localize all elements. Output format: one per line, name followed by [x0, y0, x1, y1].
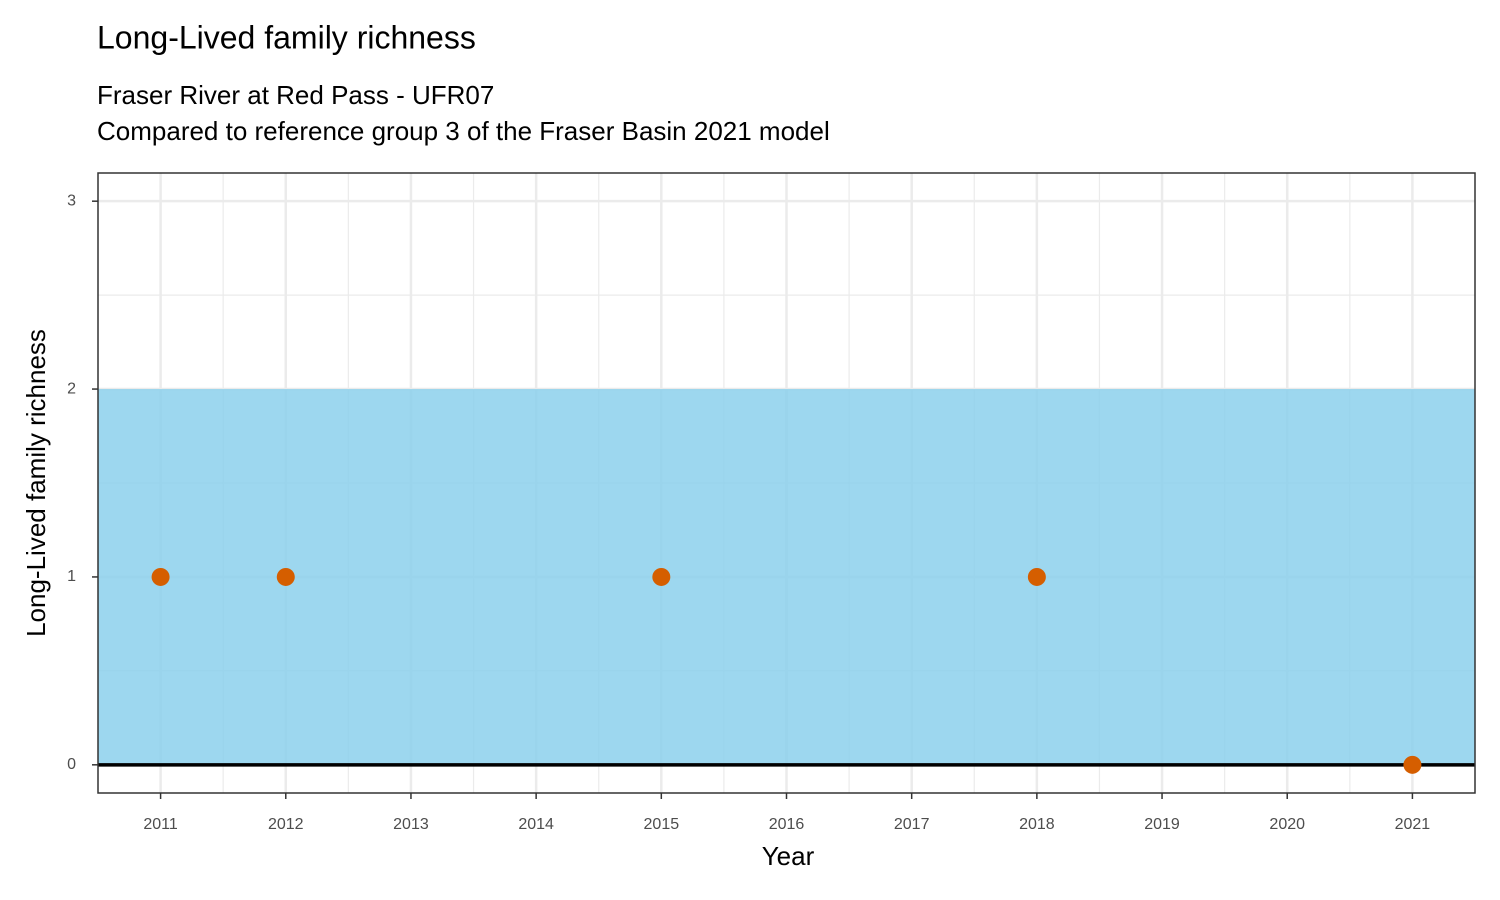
chart-title: Long-Lived family richness: [97, 19, 476, 55]
point: [276, 567, 295, 586]
x-tick-label: 2018: [1019, 816, 1055, 833]
x-tick-label: 2012: [268, 816, 304, 833]
plot-border: [97, 172, 1476, 794]
y-tick-label: 1: [67, 568, 76, 585]
point: [652, 567, 671, 586]
y-tick-label: 3: [67, 192, 76, 209]
x-tick-label: 2011: [143, 816, 178, 833]
point: [1403, 755, 1422, 774]
y-tick-label: 2: [67, 380, 76, 397]
chart-subtitle: Fraser River at Red Pass - UFR07: [97, 80, 494, 110]
x-tick-label: 2016: [769, 816, 805, 833]
point: [1027, 567, 1046, 586]
reference-band: [98, 389, 1475, 765]
x-tick-label: 2014: [518, 816, 554, 833]
x-tick-label: 2017: [894, 816, 930, 833]
x-tick-label: 2013: [393, 816, 429, 833]
y-axis-label: Long-Lived family richness: [21, 329, 51, 637]
point: [151, 567, 170, 586]
x-tick-label: 2019: [1144, 816, 1180, 833]
x-axis-label: Year: [762, 841, 815, 871]
y-tick-label: 0: [67, 756, 76, 773]
x-tick-label: 2020: [1269, 816, 1305, 833]
x-tick-label: 2021: [1395, 816, 1431, 833]
chart-subtitle: Compared to reference group 3 of the Fra…: [97, 116, 830, 146]
x-tick-label: 2015: [644, 816, 680, 833]
